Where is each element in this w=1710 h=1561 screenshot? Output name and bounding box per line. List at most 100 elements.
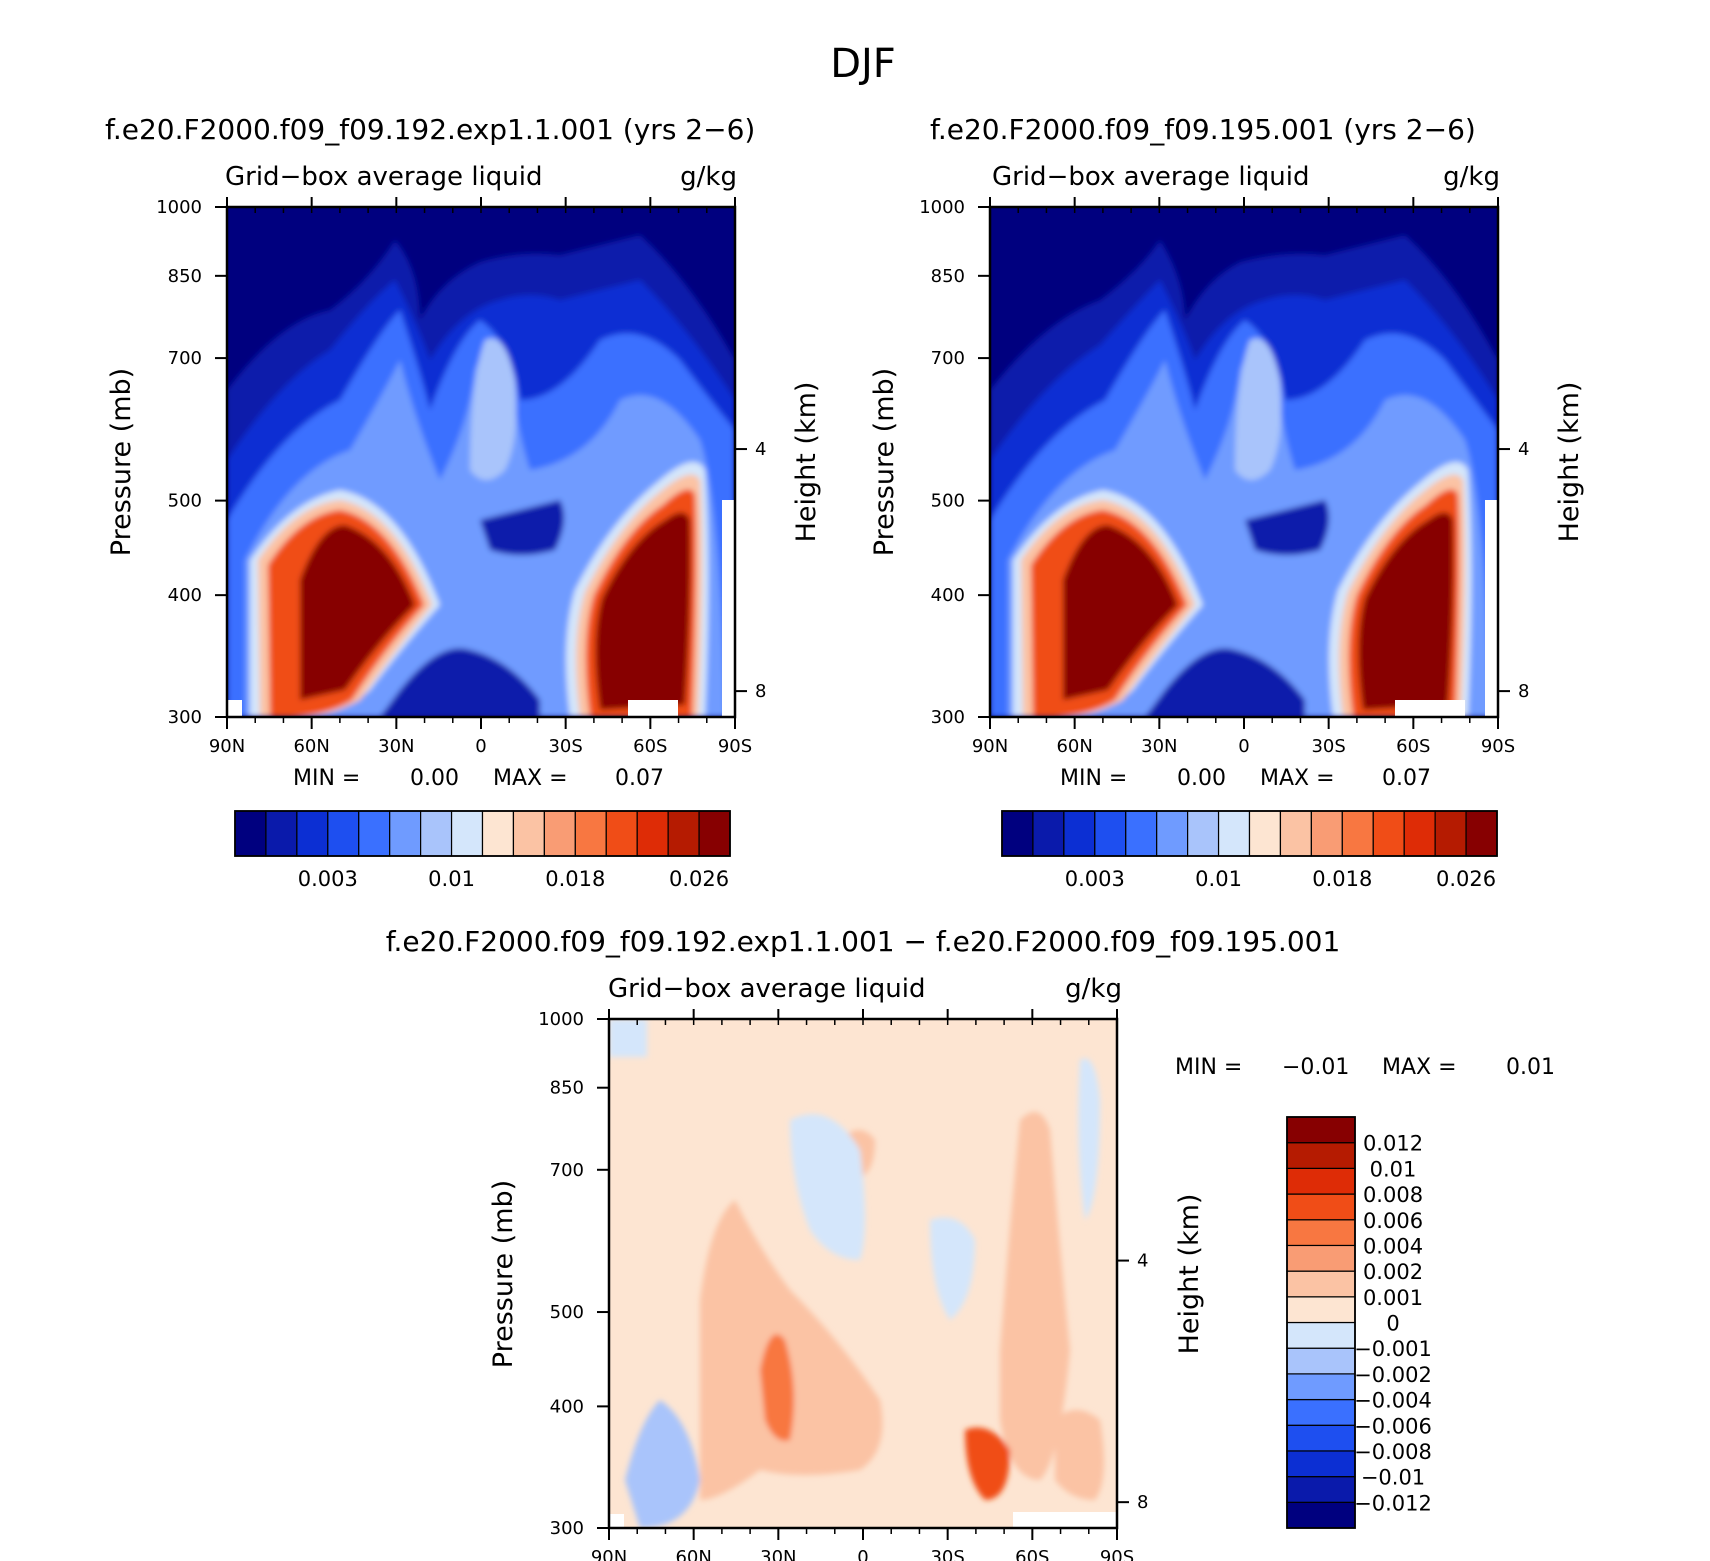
colorbar-swatch — [1286, 1193, 1356, 1221]
contour-band-level-6 — [470, 338, 517, 480]
x-tick-label: 60N — [675, 1547, 711, 1561]
figure-title: DJF — [830, 41, 896, 87]
colorbar-label: 0.01 — [1195, 867, 1242, 891]
colorbar-swatch — [1286, 1244, 1356, 1272]
colorbar-swatch — [296, 810, 329, 857]
colorbar: 0.003 0.01 0.018 0.026 — [1001, 810, 1498, 891]
colorbar-swatch — [1001, 810, 1034, 857]
x-tick-label: 0 — [857, 1547, 868, 1561]
colorbar-swatch — [574, 810, 607, 857]
colorbar-swatch — [1286, 1501, 1356, 1529]
colorbar-frame — [1286, 1116, 1356, 1529]
contour-band-level-1 — [1245, 500, 1329, 555]
missing-data-region — [1013, 1512, 1117, 1528]
contour-band-level-9 — [1055, 1410, 1104, 1500]
y-tick-label: 1000 — [919, 197, 965, 218]
colorbar-label: 0.004 — [1363, 1234, 1423, 1258]
axis-ticks: 90N 60N 30N 0 30S 60S 90S 300 400 500 700 850 1000 8 4 — [538, 1009, 1148, 1561]
y-tick-label: 1000 — [156, 197, 202, 218]
colorbar-swatch — [512, 810, 545, 857]
colorbar-swatch — [265, 810, 298, 857]
colorbar-label: 0.008 — [1363, 1183, 1423, 1207]
x-tick-label: 60S — [633, 736, 667, 757]
contour-band-level-1 — [480, 500, 564, 555]
colorbar-label: −0.012 — [1354, 1491, 1432, 1515]
colorbar-label: 0.003 — [298, 867, 358, 891]
colorbar-swatch — [1286, 1219, 1356, 1247]
colorbar-label: 0.018 — [545, 867, 605, 891]
colorbar-label: 0.026 — [669, 867, 729, 891]
colorbar-swatch — [1465, 810, 1498, 857]
variable-label: Grid−box average liquid — [225, 162, 542, 192]
colorbar-swatch — [667, 810, 700, 857]
min-label: MIN = — [1175, 1055, 1242, 1080]
colorbar-swatch — [1434, 810, 1467, 857]
colorbar-swatch — [1286, 1424, 1356, 1452]
colorbar-label: −0.01 — [1361, 1466, 1425, 1490]
colorbar-swatch — [1286, 1347, 1356, 1375]
y2-tick-label: 8 — [1137, 1492, 1148, 1513]
colorbar-swatch — [1286, 1270, 1356, 1298]
y2-axis-label: Height (km) — [1174, 1194, 1205, 1355]
colorbar-swatch — [1094, 810, 1127, 857]
colorbar-swatch — [1403, 810, 1436, 857]
axis-ticks: 90N 60N 30N 0 30S 60S 90S 300 400 500 700 850 1000 8 4 — [919, 197, 1529, 757]
contour-band-level-7 — [790, 1114, 865, 1260]
x-tick-label: 0 — [1238, 736, 1249, 757]
y-tick-label: 850 — [168, 266, 202, 287]
x-tick-label: 90S — [1481, 736, 1515, 757]
contour-band-level-6 — [625, 1400, 700, 1528]
max-label: MAX = — [493, 766, 568, 791]
colorbar-swatch — [481, 810, 515, 857]
colorbar-swatch — [1286, 1296, 1356, 1324]
colorbar-swatch — [698, 810, 731, 857]
colorbar-swatch — [358, 810, 391, 857]
colorbar-swatch — [605, 810, 638, 857]
max-label: MAX = — [1260, 766, 1335, 791]
min-label: MIN = — [293, 766, 360, 791]
contour-band-level-9 — [1000, 1112, 1070, 1480]
contour-band-level-15 — [1063, 525, 1178, 700]
x-tick-label: 60S — [1396, 736, 1430, 757]
missing-data-region — [1485, 500, 1498, 717]
y2-tick-label: 8 — [1518, 681, 1529, 702]
panel-title: f.e20.F2000.f09_f09.192.exp1.1.001 − f.e… — [386, 925, 1341, 958]
y-tick-label: 300 — [550, 1518, 584, 1539]
contour-field — [227, 207, 735, 717]
x-tick-label: 60N — [293, 736, 329, 757]
max-value: 0.07 — [1382, 766, 1431, 791]
x-tick-label: 90N — [972, 736, 1008, 757]
axis-ticks: 90N 60N 30N 0 30S 60S 90S 300 400 500 700 850 1000 8 4 — [156, 197, 766, 757]
colorbar-swatch — [1286, 1373, 1356, 1401]
y-tick-label: 700 — [168, 348, 202, 369]
y-tick-label: 500 — [550, 1302, 584, 1323]
contour-band-level-7 — [609, 1019, 647, 1057]
y-tick-label: 400 — [931, 585, 965, 606]
contour-band-level-12 — [965, 1427, 1010, 1500]
colorbar-swatch — [234, 810, 267, 857]
contour-field — [609, 1019, 1117, 1528]
colorbar-label: −0.002 — [1354, 1363, 1432, 1387]
colorbar-swatch — [1286, 1142, 1356, 1169]
y-axis-label: Pressure (mb) — [488, 1180, 519, 1368]
missing-data-region — [227, 700, 242, 717]
x-tick-label: 30S — [548, 736, 582, 757]
x-tick-label: 30N — [760, 1547, 796, 1561]
x-tick-label: 90S — [1100, 1547, 1134, 1561]
colorbar-swatch — [543, 810, 576, 857]
y-axis-label: Pressure (mb) — [106, 368, 137, 556]
y2-tick-label: 4 — [755, 439, 766, 460]
colorbar-label: 0.006 — [1363, 1209, 1423, 1233]
y-tick-label: 300 — [931, 707, 965, 728]
x-tick-label: 90N — [209, 736, 245, 757]
panel-title: f.e20.F2000.f09_f09.192.exp1.1.001 (yrs … — [105, 113, 755, 146]
contour-band-level-9 — [700, 1200, 883, 1500]
colorbar: 0.003 0.01 0.018 0.026 — [234, 810, 731, 891]
panel-exp1: f.e20.F2000.f09_f09.192.exp1.1.001 (yrs … — [105, 113, 822, 891]
colorbar-swatch — [1279, 810, 1312, 857]
contour-band-level-1 — [380, 648, 540, 717]
colorbar-swatch — [450, 810, 484, 857]
colorbar-label: 0.012 — [1363, 1132, 1423, 1156]
y-tick-label: 400 — [550, 1396, 584, 1417]
contour-band-level-1 — [1145, 648, 1305, 717]
